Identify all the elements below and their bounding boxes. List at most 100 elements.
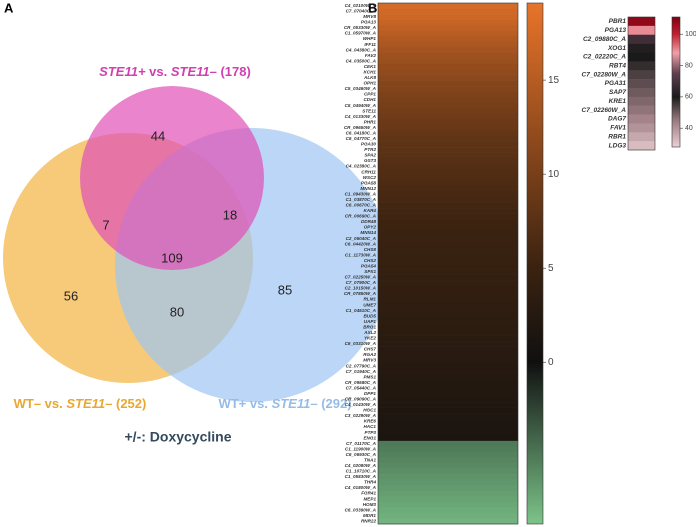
row-label: LDG3: [609, 142, 627, 149]
heatmap-cell: [378, 47, 518, 54]
row-label: PGA58: [361, 180, 377, 185]
heatmap-cell: [378, 241, 518, 248]
row-label: C7_07900C_A: [346, 280, 376, 285]
heatmap-cell: [378, 402, 518, 408]
heatmap-cell: [378, 280, 518, 286]
heatmap-cell: [378, 91, 518, 98]
set-label-part: STE11+: [99, 64, 146, 79]
row-label: KCH1: [363, 70, 376, 75]
heatmap-cell: [378, 230, 518, 237]
heatmap-cell: [628, 87, 655, 98]
heatmap-cell: [378, 169, 518, 176]
heatmap-cell: [628, 123, 655, 133]
row-label: CR_09650W_A: [344, 125, 376, 130]
row-label: AXL2: [363, 330, 376, 335]
heatmap-cell: [378, 257, 518, 264]
colorbar-tick-label: 5: [548, 263, 554, 274]
heatmap-cell: [378, 463, 518, 469]
row-label: CRH11: [361, 169, 376, 174]
heatmap-cell: [378, 130, 518, 137]
heatmap-cell: [378, 330, 518, 336]
heatmap-cell: [378, 174, 518, 181]
heatmap-cell: [378, 324, 518, 331]
heatmap-cell: [378, 113, 518, 120]
row-label: KAR4: [363, 208, 376, 213]
heatmap-cell: [378, 136, 518, 142]
row-label: UME7: [363, 302, 376, 307]
heatmap-cell: [378, 368, 518, 375]
row-label: HGC1: [363, 408, 376, 413]
heatmap-cell: [628, 79, 655, 89]
row-label: PTR2: [364, 147, 376, 152]
row-label: DAG7: [608, 116, 626, 123]
heatmap-cell: [628, 61, 655, 71]
row-label: MNN12: [360, 186, 376, 191]
row-label: C7_01170C_A: [346, 441, 376, 446]
heatmap-cell: [378, 58, 518, 65]
heatmap-cell: [378, 163, 518, 170]
row-label: C1_05830W_A: [345, 474, 376, 479]
heatmap-cell: [378, 3, 518, 9]
row-label: CR_09580C_A: [345, 380, 376, 385]
heatmap-cell: [628, 52, 655, 62]
heatmap-cell: [378, 274, 518, 281]
row-label: THR4: [364, 480, 376, 485]
set-label-part: STE11–: [272, 396, 318, 411]
region-count: 18: [223, 207, 237, 222]
row-label: CEK1: [364, 64, 377, 69]
row-label: C1_05970W_A: [345, 31, 376, 36]
heatmap-cell: [378, 14, 518, 20]
row-label: C7_02250W_A: [345, 275, 376, 280]
row-label: YKE2: [364, 336, 376, 341]
heatmap-cell: [378, 252, 518, 259]
row-label: MRV3: [363, 358, 376, 363]
row-label: PGA30: [361, 142, 377, 147]
set-label: WT– vs. STE11– (252): [14, 396, 147, 411]
row-label: MNN14: [360, 230, 376, 235]
set-label-part: WT– vs.: [14, 396, 67, 411]
row-label: CHS8: [364, 247, 377, 252]
heatmap-cell: [378, 429, 518, 436]
row-label: C6_00670C_A: [346, 203, 376, 208]
row-label: OPY2: [364, 225, 377, 230]
heatmap-cell: [378, 424, 518, 431]
heatmap-cell: [378, 357, 518, 364]
row-label: PBR1: [609, 18, 627, 25]
heatmap-cell: [378, 80, 518, 87]
heatmap-cell: [378, 185, 518, 192]
heatmap-cell: [378, 440, 518, 447]
heatmap-cell: [378, 208, 518, 214]
heatmap-cell: [378, 507, 518, 514]
heatmap-cell: [378, 490, 518, 497]
heatmap-cell: [378, 418, 518, 425]
heatmap-cell: [378, 30, 518, 37]
heatmap-cell: [378, 196, 518, 203]
row-label: C4_01330W_A: [345, 114, 376, 119]
row-label: C5_04940W_A: [345, 103, 376, 108]
set-label: STE11+ vs. STE11– (178): [99, 64, 251, 79]
row-label: C1_10710C_A: [346, 469, 376, 474]
row-label: PGA54: [361, 263, 377, 268]
row-label: CHS7: [364, 347, 377, 352]
row-label: KRE1: [609, 98, 627, 105]
heatmap-cell: [628, 34, 655, 44]
heatmap-cell: [378, 41, 518, 48]
heatmap-cell: [378, 496, 518, 503]
row-label: MRV8: [363, 14, 376, 19]
row-label: CDH1: [363, 97, 376, 102]
row-label: RGA2: [363, 352, 376, 357]
heatmap-cell: [628, 105, 655, 115]
heatmap-cell: [378, 296, 518, 303]
row-label: C3_02290W_A: [345, 413, 376, 418]
set-label: WT+ vs. STE11– (292): [218, 396, 351, 411]
heatmap-cell: [378, 352, 518, 359]
heatmap-cell: [378, 102, 518, 109]
heatmap-cell: [378, 291, 518, 298]
heatmap-cell: [378, 512, 518, 519]
row-label: C7_07040C_A: [346, 9, 376, 14]
row-label: MDR1: [363, 513, 376, 518]
region-count: 85: [278, 282, 292, 297]
heatmap-cell: [378, 457, 518, 464]
row-label: C4_02100W_A: [345, 3, 376, 8]
heatmap-cell: [378, 8, 518, 15]
